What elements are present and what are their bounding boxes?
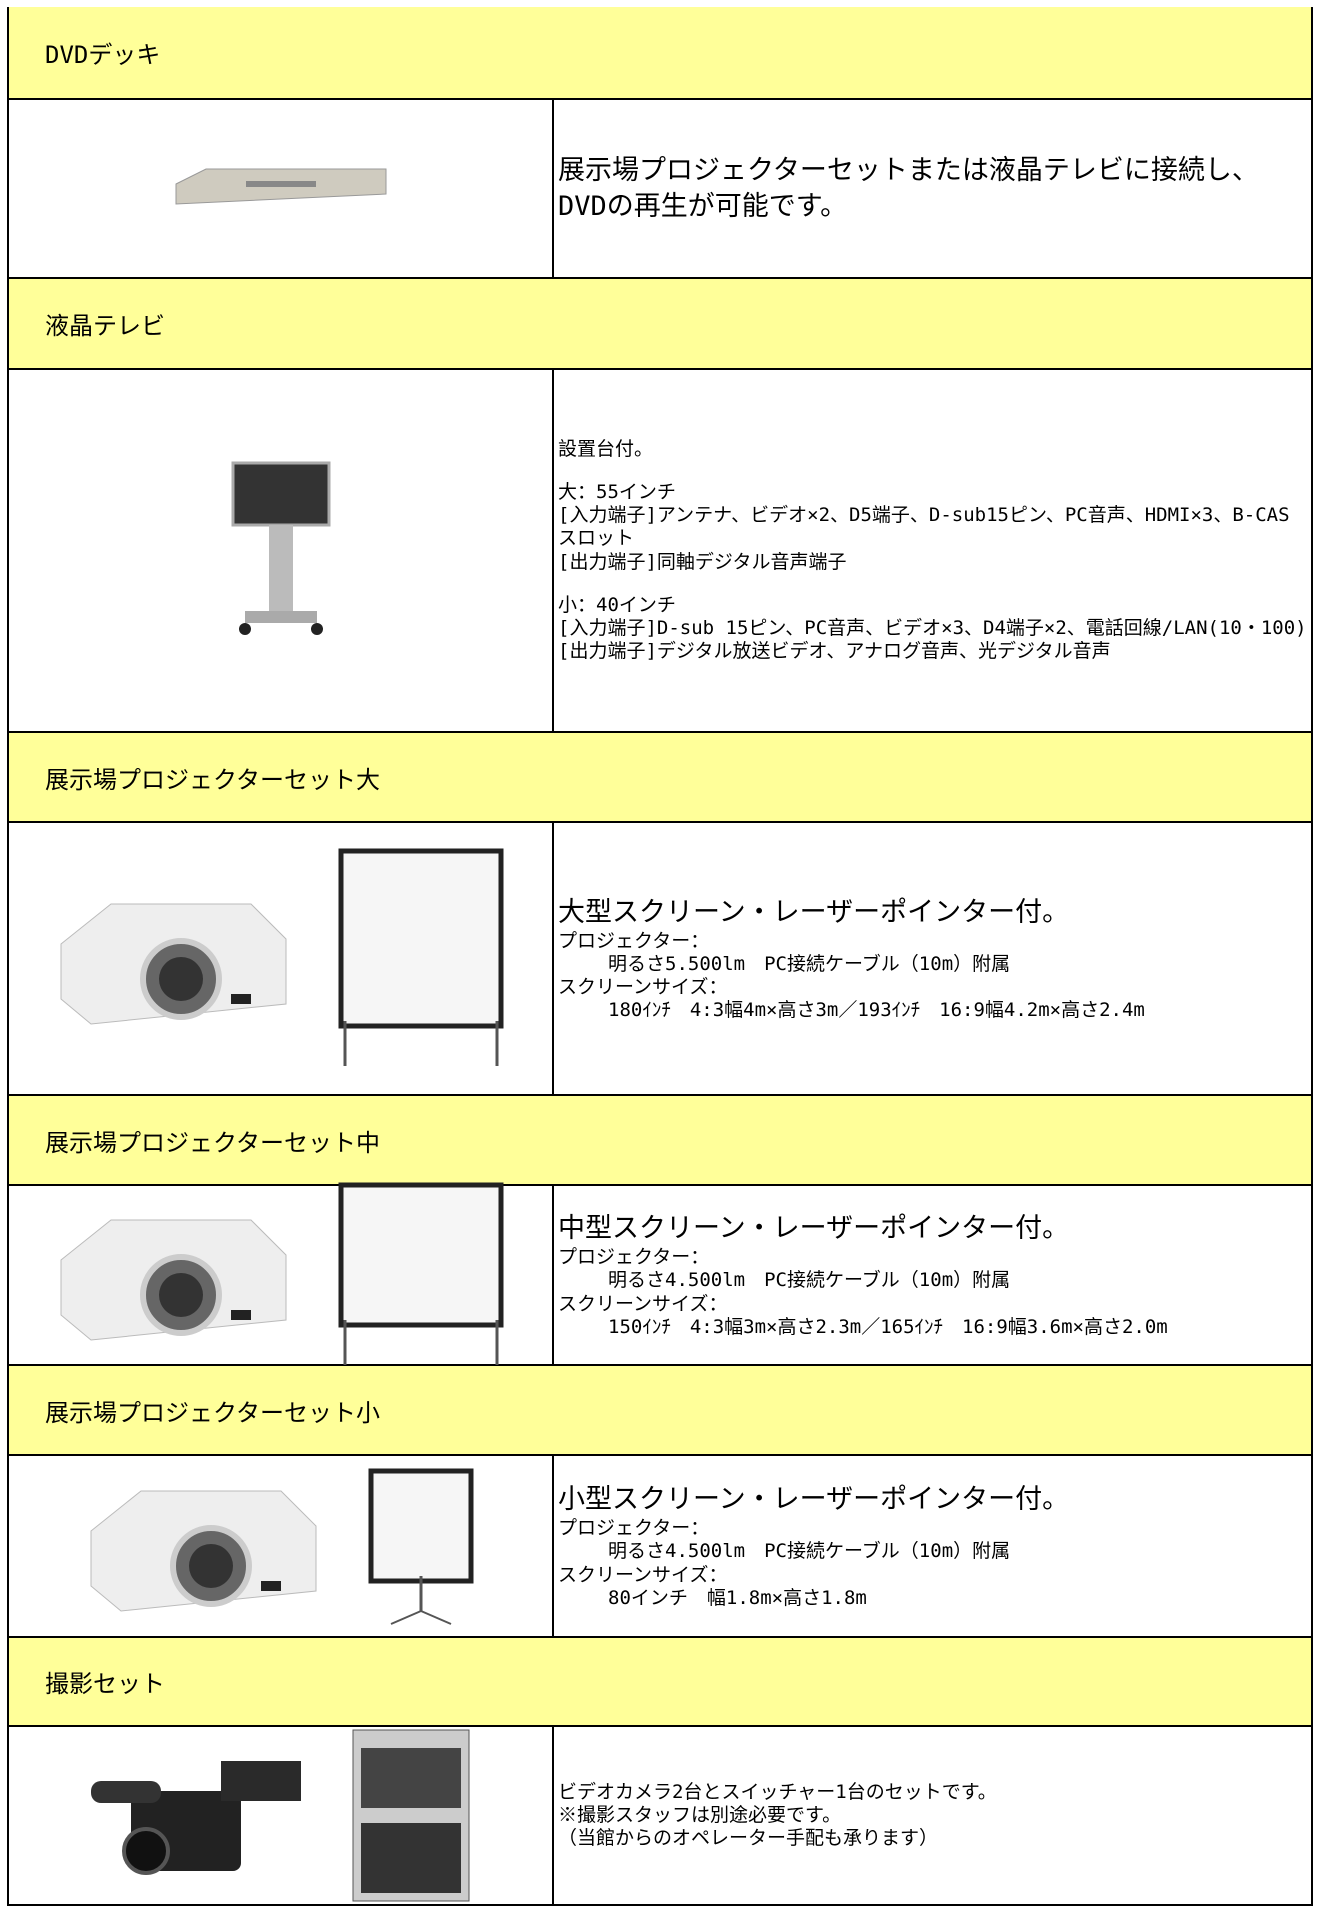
text-line: ※撮影スタッフは別途必要です。 (558, 1803, 842, 1826)
lead-text: 展示場プロジェクターセットまたは液晶テレビに接続し、DVDの再生が可能です。 (558, 155, 1259, 222)
text-line: （当館からのオペレーター手配も承ります） (558, 1827, 939, 1850)
section-header: 液晶テレビ (7, 279, 1313, 370)
description: 設置台付。大：55インチ [入力端子]アンテナ、ビデオ×2、D5端子、D-sub1… (554, 370, 1311, 731)
description: 大型スクリーン・レーザーポインター付。 プロジェクター： 明るさ5.500lm PC… (554, 823, 1311, 1094)
paragraph: 設置台付。 (558, 438, 1307, 461)
spec-detail: 明るさ5.500lm PC接続ケーブル（10m）附属 (608, 952, 1011, 975)
paragraph: ビデオカメラ2台とスイッチャー1台のセットです。 ※撮影スタッフは別途必要です。（… (558, 1781, 1307, 1851)
text-line: 小：40インチ (558, 593, 676, 616)
description: 中型スクリーン・レーザーポインター付。 プロジェクター： 明るさ4.500lm PC… (554, 1186, 1311, 1364)
paragraph: 小：40インチ [入力端子]D-sub 15ピン、PC音声、ビデオ×3、D4端子×… (558, 594, 1307, 664)
description: ビデオカメラ2台とスイッチャー1台のセットです。 ※撮影スタッフは別途必要です。（… (554, 1727, 1311, 1904)
paragraph: 大：55インチ [入力端子]アンテナ、ビデオ×2、D5端子、D-sub15ピン、P… (558, 481, 1307, 574)
spec-detail: 150ｲﾝﾁ 4:3幅3m×高さ2.3m／165ｲﾝﾁ 16:9幅3.6m×高さ… (608, 1315, 1168, 1338)
spec-detail: 180ｲﾝﾁ 4:3幅4m×高さ3m／193ｲﾝﾁ 16:9幅4.2m×高さ2.… (608, 999, 1145, 1022)
equipment-table: DVDデッキ展示場プロジェクターセットまたは液晶テレビに接続し、DVDの再生が可… (7, 7, 1313, 1906)
lead-text: 小型スクリーン・レーザーポインター付。 (558, 1484, 1070, 1516)
section-header: DVDデッキ (7, 7, 1313, 100)
section-body: 大型スクリーン・レーザーポインター付。 プロジェクター： 明るさ5.500lm PC… (7, 823, 1313, 1096)
spec-label: プロジェクター： (558, 1517, 710, 1540)
section-body: ビデオカメラ2台とスイッチャー1台のセットです。 ※撮影スタッフは別途必要です。（… (7, 1727, 1313, 1906)
section-body: 中型スクリーン・レーザーポインター付。 プロジェクター： 明るさ4.500lm PC… (7, 1182, 1313, 1366)
section-header: 展示場プロジェクターセット中 (7, 1096, 1313, 1186)
text-line: [出力端子]デジタル放送ビデオ、アナログ音声、光デジタル音声 (558, 640, 1111, 663)
equipment-image (9, 823, 554, 1094)
description: 小型スクリーン・レーザーポインター付。 プロジェクター： 明るさ4.500lm PC… (554, 1456, 1311, 1636)
text-line: [入力端子]D-sub 15ピン、PC音声、ビデオ×3、D4端子×2、電話回線/… (558, 616, 1307, 639)
equipment-image (9, 1456, 554, 1636)
spec-label: プロジェクター： (558, 929, 710, 952)
text-line: [出力端子]同軸デジタル音声端子 (558, 550, 847, 573)
spec-label: スクリーンサイズ： (558, 1563, 728, 1586)
equipment-image (9, 1727, 554, 1904)
section-body: 設置台付。大：55インチ [入力端子]アンテナ、ビデオ×2、D5端子、D-sub1… (7, 370, 1313, 733)
section-header: 展示場プロジェクターセット大 (7, 733, 1313, 823)
equipment-image (9, 1182, 554, 1365)
spec-label: スクリーンサイズ： (558, 976, 728, 999)
equipment-image (9, 100, 554, 277)
section-body: 展示場プロジェクターセットまたは液晶テレビに接続し、DVDの再生が可能です。 (7, 100, 1313, 279)
spec-detail: 明るさ4.500lm PC接続ケーブル（10m）附属 (608, 1269, 1011, 1292)
description: 展示場プロジェクターセットまたは液晶テレビに接続し、DVDの再生が可能です。 (554, 100, 1311, 277)
text-line: 大：55インチ (558, 480, 676, 503)
section-body: 小型スクリーン・レーザーポインター付。 プロジェクター： 明るさ4.500lm PC… (7, 1456, 1313, 1638)
text-line: 設置台付。 (558, 437, 654, 460)
equipment-image (9, 370, 554, 731)
lead-text: 大型スクリーン・レーザーポインター付。 (558, 896, 1070, 928)
section-header: 展示場プロジェクターセット小 (7, 1366, 1313, 1456)
text-line: ビデオカメラ2台とスイッチャー1台のセットです。 (558, 1780, 997, 1803)
lead-text: 中型スクリーン・レーザーポインター付。 (558, 1213, 1070, 1245)
spec-detail: 80インチ 幅1.8m×高さ1.8m (608, 1586, 867, 1609)
spec-label: プロジェクター： (558, 1246, 710, 1269)
spec-detail: 明るさ4.500lm PC接続ケーブル（10m）附属 (608, 1540, 1011, 1563)
spec-label: スクリーンサイズ： (558, 1292, 728, 1315)
text-line: [入力端子]アンテナ、ビデオ×2、D5端子、D-sub15ピン、PC音声、HDM… (558, 504, 1290, 550)
section-header: 撮影セット (7, 1638, 1313, 1727)
